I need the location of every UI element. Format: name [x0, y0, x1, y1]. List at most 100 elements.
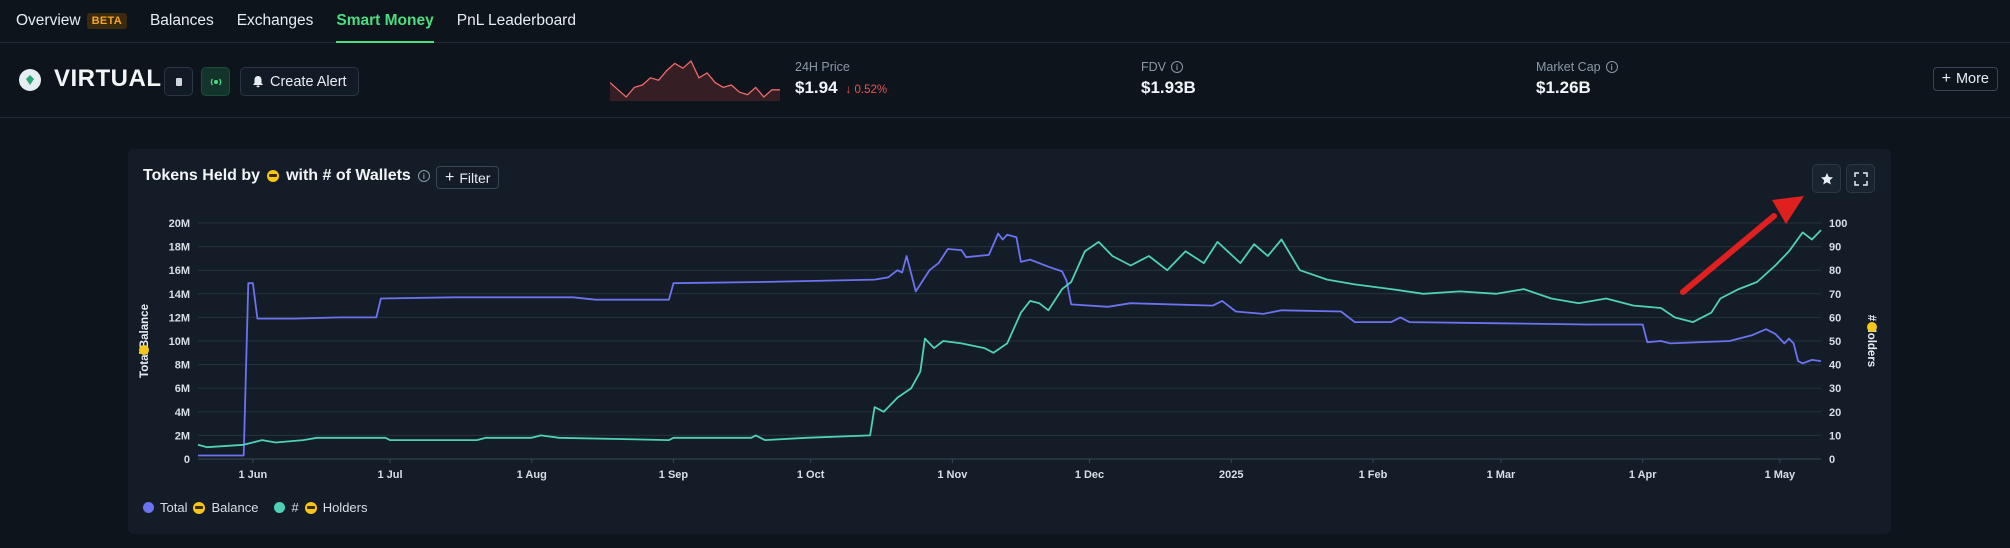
watch-button[interactable] [201, 67, 230, 96]
x-tick-label: 1 Aug [517, 469, 547, 481]
fdv-label: FDV [1141, 60, 1166, 74]
tab-balances[interactable]: Balances [150, 0, 214, 42]
tab-smart-money[interactable]: Smart Money [336, 0, 435, 43]
tab-pnl-leaderboard-label: PnL Leaderboard [456, 12, 576, 29]
y-tick-right: 40 [1829, 360, 1841, 372]
chart-title-suffix: with # of Wallets [286, 167, 411, 184]
y-tick-left: 4M [175, 407, 190, 419]
legend-item-holders[interactable]: # Holders [274, 500, 367, 515]
y-axis-left-title: Total Balance [139, 304, 151, 378]
info-icon[interactable]: i [417, 170, 430, 182]
chart-title-prefix: Tokens Held by [143, 167, 261, 184]
y-tick-right: 80 [1829, 265, 1841, 277]
beta-badge: BETA [86, 13, 127, 29]
bell-icon [253, 76, 263, 88]
filter-button[interactable]: + Filter [436, 166, 500, 189]
y-tick-right: 70 [1829, 289, 1841, 301]
y-tick-left: 0 [184, 454, 190, 466]
token-header: VIRTUAL Create Alert 24H Price $1.94 ↓ 0… [0, 43, 2010, 118]
x-tick-label: 1 Dec [1075, 469, 1104, 481]
price-change: ↓ 0.52% [846, 84, 888, 96]
tab-overview-label: Overview [16, 12, 81, 29]
y-tick-left: 2M [175, 430, 190, 442]
y-tick-right: 0 [1829, 454, 1835, 466]
y-axis-left-label: Total Balance [139, 304, 151, 378]
price-change-value: 0.52% [854, 84, 888, 96]
tab-exchanges-label: Exchanges [236, 12, 314, 29]
x-tick-label: 1 Jul [377, 469, 402, 481]
x-tick-label: 1 Mar [1487, 469, 1516, 481]
y-tick-left: 10M [169, 336, 190, 348]
legend-label: Holders [322, 500, 368, 515]
fdv-metric: FDV i $1.93B [1141, 60, 1196, 98]
more-label: More [1955, 71, 1989, 87]
x-tick-label: 1 Jun [238, 469, 267, 481]
info-icon[interactable]: i [1605, 61, 1618, 73]
fullscreen-icon [1853, 171, 1868, 186]
x-tick-label: 1 Oct [797, 469, 825, 481]
top-nav: Overview BETA Balances Exchanges Smart M… [0, 0, 2010, 43]
y-tick-right: 10 [1829, 430, 1841, 442]
legend-dot [143, 502, 154, 513]
token-name: VIRTUAL [54, 65, 162, 92]
y-tick-left: 8M [175, 360, 190, 372]
sparkline-line [610, 59, 780, 98]
fdv-value: $1.93B [1141, 78, 1196, 97]
y-tick-right: 30 [1829, 383, 1841, 395]
smart-money-icon [267, 170, 280, 182]
arrow-down-icon: ↓ [845, 84, 852, 96]
tab-overview[interactable]: Overview BETA [16, 0, 127, 42]
fullscreen-button[interactable] [1846, 164, 1875, 193]
smart-money-icon [139, 345, 149, 355]
y-tick-left: 14M [169, 289, 190, 301]
info-icon[interactable]: i [1171, 61, 1183, 73]
plus-icon: + [445, 168, 455, 186]
y-tick-left: 6M [175, 383, 190, 395]
x-tick-label: 2025 [1219, 469, 1243, 481]
y-tick-left: 16M [169, 265, 190, 277]
y-tick-right: 20 [1829, 407, 1841, 419]
holdings-chart: 0 2M 4M 6M 8M 10M 12M 14M 16M 18M 20M 0 10 20 30 40 50 60… [139, 218, 1877, 481]
plus-icon: + [1941, 70, 1951, 87]
y-tick-right: 90 [1829, 242, 1841, 254]
x-tick-label: 1 May [1765, 469, 1796, 481]
tab-pnl-leaderboard[interactable]: PnL Leaderboard [457, 0, 576, 42]
create-alert-label: Create Alert [270, 73, 347, 90]
y-tick-right: 50 [1829, 336, 1841, 348]
more-button[interactable]: + More [1932, 67, 1998, 91]
y-tick-left: 12M [169, 312, 190, 324]
smart-money-icon [193, 501, 206, 514]
price-sparkline [610, 59, 780, 101]
series-line-holders [197, 229, 1822, 449]
tab-exchanges[interactable]: Exchanges [237, 0, 314, 42]
chart-card: Tokens Held by with # of Wallets i + Fil… [128, 149, 1891, 534]
annotation-arrow-shaft [1680, 213, 1777, 295]
y-tick-left: 18M [169, 242, 190, 254]
legend-label: Total [160, 500, 188, 515]
smart-money-icon [304, 501, 317, 514]
y-tick-left: 20M [169, 218, 190, 230]
chart-title: Tokens Held by with # of Wallets i [143, 167, 430, 185]
y-tick-right: 100 [1829, 218, 1847, 230]
star-icon [1820, 172, 1833, 184]
clipboard-icon [175, 77, 182, 86]
x-tick-label: 1 Apr [1629, 469, 1657, 481]
legend-label: Balance [211, 500, 259, 515]
price-metric: 24H Price $1.94 ↓ 0.52% [795, 60, 887, 98]
price-value: $1.94 [795, 78, 838, 97]
legend-item-balance[interactable]: Total Balance [143, 500, 258, 515]
favorite-button[interactable] [1812, 164, 1841, 193]
market-cap-value: $1.26B [1536, 78, 1591, 97]
annotation-arrow-head [1772, 196, 1804, 224]
tab-balances-label: Balances [149, 12, 214, 29]
market-cap-label: Market Cap [1536, 60, 1601, 74]
create-alert-button[interactable]: Create Alert [240, 67, 359, 96]
market-cap-metric: Market Cap i $1.26B [1536, 60, 1618, 98]
copy-address-button[interactable] [164, 67, 193, 96]
signal-icon [210, 78, 221, 85]
x-tick-label: 1 Sep [659, 469, 689, 481]
price-label: 24H Price [795, 60, 850, 74]
x-tick-label: 1 Nov [937, 469, 968, 481]
legend-dot [274, 502, 286, 513]
